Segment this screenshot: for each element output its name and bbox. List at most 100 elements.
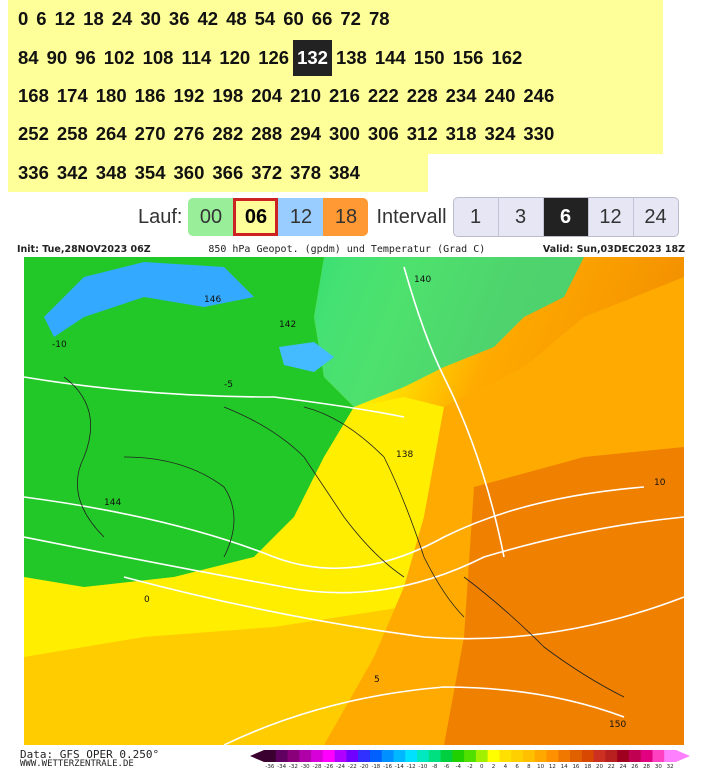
- forecast-step-228[interactable]: 228: [406, 84, 438, 106]
- forecast-step-252[interactable]: 252: [18, 123, 49, 145]
- forecast-step-84[interactable]: 84: [18, 46, 39, 68]
- legend-tick-label: -24: [336, 764, 345, 768]
- forecast-step-336[interactable]: 336: [18, 161, 49, 183]
- legend-swatch: [511, 750, 524, 762]
- interval-12-button[interactable]: 12: [587, 198, 633, 236]
- legend-tick-label: -34: [277, 764, 286, 768]
- forecast-step-246[interactable]: 246: [523, 84, 555, 106]
- interval-1-button[interactable]: 1: [469, 205, 482, 228]
- contour-label: 144: [104, 498, 121, 508]
- forecast-step-108[interactable]: 108: [142, 46, 174, 68]
- forecast-step-282[interactable]: 282: [212, 123, 244, 145]
- forecast-step-162[interactable]: 162: [491, 46, 523, 68]
- forecast-step-258[interactable]: 258: [56, 123, 88, 145]
- temp-band-green: [24, 257, 354, 587]
- forecast-step-174[interactable]: 174: [56, 84, 88, 106]
- forecast-step-384[interactable]: 384: [329, 161, 360, 183]
- forecast-step-210[interactable]: 210: [290, 84, 321, 106]
- forecast-step-354[interactable]: 354: [134, 161, 166, 183]
- legend-tick-label: 20: [596, 764, 603, 768]
- forecast-step-138[interactable]: 138: [335, 46, 367, 68]
- forecast-step-54[interactable]: 54: [254, 8, 276, 30]
- forecast-step-276[interactable]: 276: [173, 123, 205, 145]
- forecast-step-120[interactable]: 120: [219, 46, 251, 68]
- forecast-step-132[interactable]: 132: [293, 39, 332, 76]
- legend-swatch: [405, 750, 418, 762]
- interval-6-button[interactable]: 6: [542, 198, 588, 236]
- legend-tick-label: -14: [395, 764, 404, 768]
- forecast-step-330[interactable]: 330: [523, 123, 555, 145]
- legend-swatch: [440, 750, 453, 762]
- legend-tick-label: -6: [444, 764, 450, 768]
- contour-label: 140: [414, 275, 431, 285]
- forecast-step-144[interactable]: 144: [374, 46, 406, 68]
- forecast-step-156[interactable]: 156: [452, 46, 484, 68]
- forecast-step-216[interactable]: 216: [329, 84, 360, 106]
- forecast-step-234[interactable]: 234: [445, 84, 477, 106]
- forecast-step-168[interactable]: 168: [18, 84, 49, 106]
- forecast-step-288[interactable]: 288: [251, 123, 283, 145]
- forecast-step-12[interactable]: 12: [54, 8, 76, 30]
- forecast-step-348[interactable]: 348: [95, 161, 127, 183]
- forecast-step-42[interactable]: 42: [197, 8, 219, 30]
- interval-24-button[interactable]: 24: [632, 198, 678, 236]
- forecast-step-324[interactable]: 324: [484, 123, 516, 145]
- forecast-step-30[interactable]: 30: [140, 8, 161, 30]
- legend-tick-label: -36: [265, 764, 274, 768]
- forecast-step-222[interactable]: 222: [367, 84, 399, 106]
- legend-swatch: [628, 750, 642, 762]
- forecast-step-360[interactable]: 360: [173, 161, 205, 183]
- forecast-step-60[interactable]: 60: [283, 8, 304, 30]
- chart-header: Init: Tue,28NOV2023 06Z 850 hPa Geopot. …: [17, 244, 685, 255]
- forecast-step-150[interactable]: 150: [413, 46, 445, 68]
- forecast-step-378[interactable]: 378: [290, 161, 321, 183]
- legend-swatch: [558, 750, 571, 762]
- forecast-step-6[interactable]: 6: [36, 8, 47, 30]
- legend-tick-label: 16: [572, 764, 579, 768]
- forecast-step-366[interactable]: 366: [212, 161, 244, 183]
- forecast-step-270[interactable]: 270: [134, 123, 166, 145]
- forecast-step-18[interactable]: 18: [83, 8, 104, 30]
- forecast-step-78[interactable]: 78: [368, 8, 390, 30]
- forecast-step-372[interactable]: 372: [251, 161, 283, 183]
- forecast-step-48[interactable]: 48: [226, 8, 247, 30]
- forecast-step-312[interactable]: 312: [406, 123, 438, 145]
- forecast-step-36[interactable]: 36: [168, 8, 190, 30]
- legend-tick-label: 22: [608, 764, 615, 768]
- run-00-button[interactable]: 00: [188, 198, 234, 236]
- forecast-step-102[interactable]: 102: [103, 46, 135, 68]
- forecast-step-114[interactable]: 114: [181, 46, 212, 68]
- forecast-step-96[interactable]: 96: [75, 46, 96, 68]
- forecast-step-72[interactable]: 72: [340, 8, 361, 30]
- interval-selector: 1 3 6 12 24: [452, 197, 679, 237]
- forecast-step-126[interactable]: 126: [258, 46, 290, 68]
- forecast-step-306[interactable]: 306: [367, 123, 399, 145]
- legend-swatch: [499, 750, 512, 762]
- run-12-button[interactable]: 12: [278, 198, 324, 236]
- interval-3-button[interactable]: 3: [497, 198, 543, 236]
- forecast-step-180[interactable]: 180: [95, 84, 127, 106]
- legend-tick-label: 24: [620, 764, 627, 768]
- legend-tick-label: 12: [549, 764, 556, 768]
- forecast-step-198[interactable]: 198: [212, 84, 244, 106]
- run-18-button[interactable]: 18: [323, 198, 369, 236]
- forecast-step-240[interactable]: 240: [484, 84, 516, 106]
- forecast-step-0[interactable]: 0: [18, 8, 29, 30]
- forecast-step-90[interactable]: 90: [46, 46, 68, 68]
- legend-tick-label: -12: [407, 764, 416, 768]
- forecast-step-300[interactable]: 300: [329, 123, 360, 145]
- forecast-step-264[interactable]: 264: [95, 123, 127, 145]
- forecast-step-318[interactable]: 318: [445, 123, 477, 145]
- step-row: 0 6 12 18 24 30 36 42 48 54 60 66 72 78: [8, 0, 663, 39]
- forecast-step-66[interactable]: 66: [311, 8, 333, 30]
- forecast-step-204[interactable]: 204: [251, 84, 283, 106]
- run-06-button[interactable]: 06: [233, 198, 279, 236]
- legend-swatch: [417, 750, 430, 762]
- temp-band-orange-sw: [24, 607, 404, 745]
- legend-tick-label: -28: [312, 764, 321, 768]
- forecast-step-342[interactable]: 342: [56, 161, 88, 183]
- forecast-step-294[interactable]: 294: [290, 123, 321, 145]
- forecast-step-192[interactable]: 192: [173, 84, 205, 106]
- forecast-step-186[interactable]: 186: [134, 84, 166, 106]
- forecast-step-24[interactable]: 24: [111, 8, 133, 30]
